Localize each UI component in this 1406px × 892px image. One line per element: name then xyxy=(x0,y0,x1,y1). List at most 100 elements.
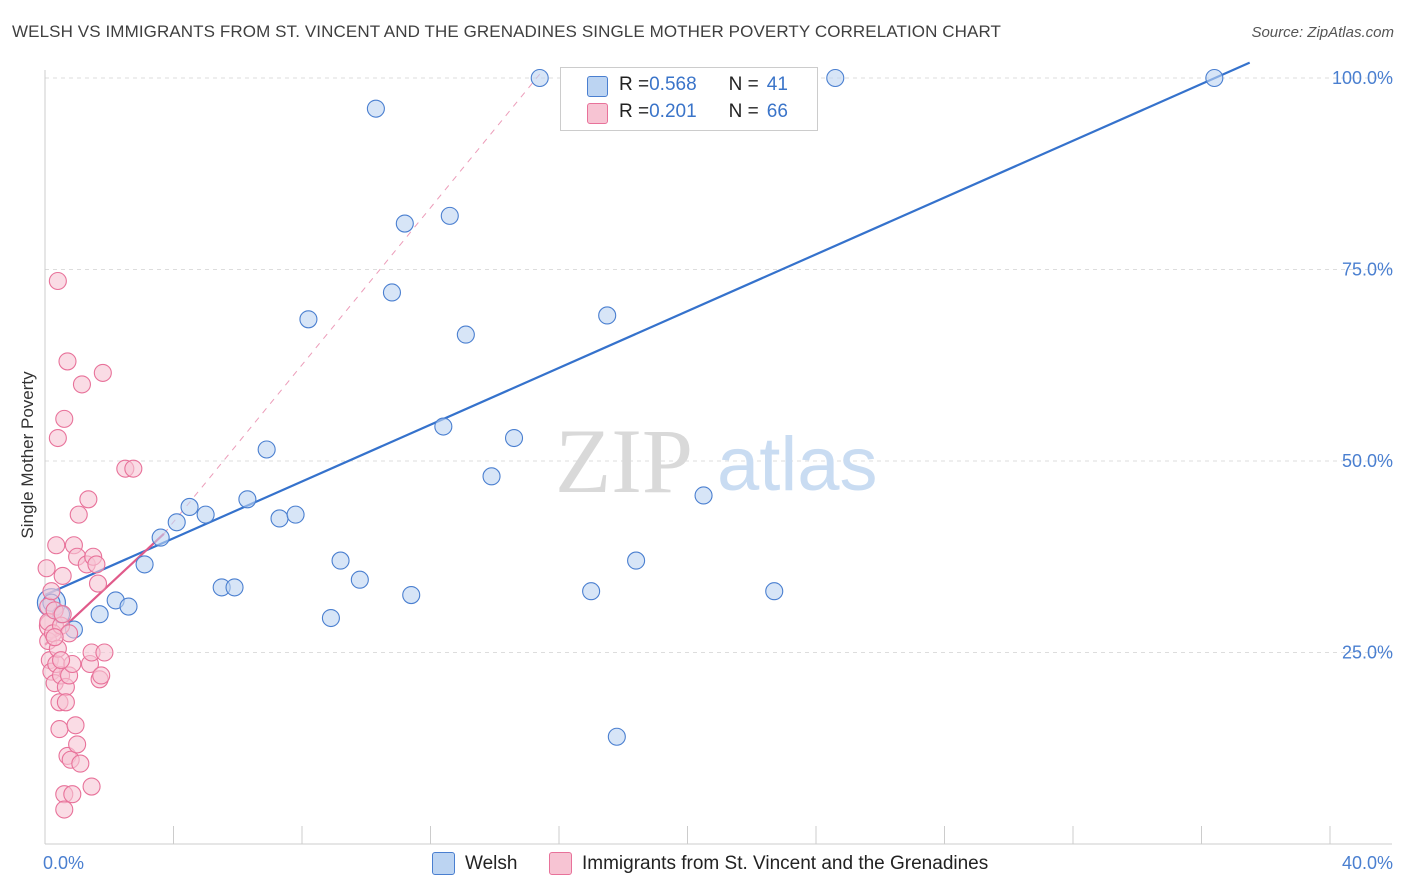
point-welsh xyxy=(826,68,845,88)
legend-n-value: 41 xyxy=(766,74,788,95)
tick-labels: 100.0% 75.0% 50.0% 25.0% 0.0% 40.0% xyxy=(43,68,1393,873)
point-immigrants xyxy=(87,555,106,574)
point-welsh xyxy=(582,582,601,601)
point-welsh xyxy=(299,310,318,329)
point-immigrants xyxy=(71,754,90,773)
data-points xyxy=(36,68,1224,819)
legend-r-label: R = xyxy=(619,74,650,95)
legend-r-value: 0.201 xyxy=(649,101,697,122)
point-welsh xyxy=(196,505,215,524)
point-immigrants xyxy=(68,735,87,754)
point-welsh xyxy=(530,68,549,88)
point-immigrants xyxy=(92,666,111,685)
trend-line-immigrants xyxy=(163,73,541,535)
point-welsh xyxy=(694,486,713,505)
y-tick-label: 75.0% xyxy=(1342,260,1393,280)
point-welsh xyxy=(382,283,402,302)
point-welsh xyxy=(366,99,385,118)
watermark-zip: ZIP xyxy=(555,410,693,512)
point-welsh xyxy=(440,206,459,225)
trend-line-welsh xyxy=(44,61,1251,597)
point-welsh xyxy=(270,509,289,528)
point-immigrants xyxy=(79,490,98,509)
series-legend-immigrants[interactable]: Immigrants from St. Vincent and the Gren… xyxy=(549,852,988,875)
x-tick-label: 40.0% xyxy=(1342,853,1393,873)
point-welsh xyxy=(434,417,453,436)
stats-legend: R = 0.568 N = 41 R = 0.201 N = 66 xyxy=(560,67,818,131)
point-immigrants xyxy=(56,693,75,712)
axes xyxy=(44,70,1392,845)
point-welsh xyxy=(1205,68,1224,88)
point-immigrants xyxy=(66,716,85,735)
legend-n-label: N = xyxy=(728,74,759,95)
point-welsh xyxy=(167,513,186,532)
point-immigrants xyxy=(63,785,82,804)
point-immigrants xyxy=(69,505,88,524)
legend-row-immigrants: R = 0.201 N = 66 xyxy=(619,99,788,125)
source-label: Source: ZipAtlas.com xyxy=(1251,24,1394,41)
point-immigrants xyxy=(48,271,67,291)
point-immigrants xyxy=(48,428,67,448)
point-welsh xyxy=(331,551,350,570)
series-swatch-welsh xyxy=(432,852,455,875)
point-immigrants xyxy=(72,375,91,394)
point-welsh xyxy=(395,214,414,233)
point-immigrants xyxy=(42,582,61,601)
watermark-atlas: atlas xyxy=(717,422,878,507)
point-welsh xyxy=(90,605,109,624)
point-immigrants xyxy=(95,643,114,662)
point-immigrants xyxy=(55,409,74,428)
legend-n-label: N = xyxy=(728,101,759,122)
legend-swatch-immigrants xyxy=(587,103,608,124)
point-immigrants xyxy=(45,628,64,647)
watermark: ZIP atlas xyxy=(555,410,878,512)
trend-lines xyxy=(44,61,1251,646)
legend-r-label: R = xyxy=(619,101,650,122)
chart-title: WELSH VS IMMIGRANTS FROM ST. VINCENT AND… xyxy=(12,22,1002,41)
point-immigrants xyxy=(53,566,72,585)
point-welsh xyxy=(402,585,421,605)
point-welsh xyxy=(238,490,257,509)
point-immigrants xyxy=(82,777,101,796)
point-immigrants xyxy=(37,559,56,578)
point-immigrants xyxy=(93,363,112,382)
point-welsh xyxy=(151,528,170,547)
point-welsh xyxy=(598,306,617,325)
point-welsh xyxy=(286,505,305,524)
point-immigrants xyxy=(50,720,69,739)
x-tick-label: 0.0% xyxy=(43,853,84,873)
point-welsh xyxy=(504,428,524,448)
point-welsh xyxy=(765,582,784,601)
series-legend: Welsh Immigrants from St. Vincent and th… xyxy=(0,852,1406,878)
legend-n-value: 66 xyxy=(766,101,788,122)
point-welsh xyxy=(627,551,646,570)
legend-swatch-welsh xyxy=(587,76,608,97)
point-welsh xyxy=(482,467,501,486)
point-welsh xyxy=(350,570,369,589)
point-immigrants xyxy=(47,536,66,555)
point-immigrants xyxy=(124,459,143,478)
point-welsh xyxy=(607,727,626,746)
point-welsh xyxy=(119,597,138,616)
point-immigrants xyxy=(52,651,71,670)
point-immigrants xyxy=(58,352,77,371)
series-label-immigrants: Immigrants from St. Vincent and the Gren… xyxy=(582,852,989,874)
point-welsh xyxy=(225,578,244,597)
point-welsh xyxy=(135,555,154,574)
legend-r-value: 0.568 xyxy=(649,74,697,95)
point-welsh xyxy=(456,325,475,344)
y-tick-label: 100.0% xyxy=(1332,68,1393,88)
legend-row-welsh: R = 0.568 N = 41 xyxy=(619,72,788,98)
series-swatch-immigrants xyxy=(549,852,572,875)
y-axis-label: Single Mother Poverty xyxy=(18,371,37,539)
point-immigrants xyxy=(88,574,108,593)
point-welsh xyxy=(257,440,276,459)
point-welsh xyxy=(180,497,199,517)
y-tick-label: 50.0% xyxy=(1342,451,1393,471)
point-immigrants xyxy=(53,605,72,624)
point-immigrants xyxy=(55,800,74,819)
series-label-welsh: Welsh xyxy=(465,852,518,874)
point-welsh xyxy=(321,608,340,628)
series-legend-welsh[interactable]: Welsh xyxy=(432,852,517,875)
